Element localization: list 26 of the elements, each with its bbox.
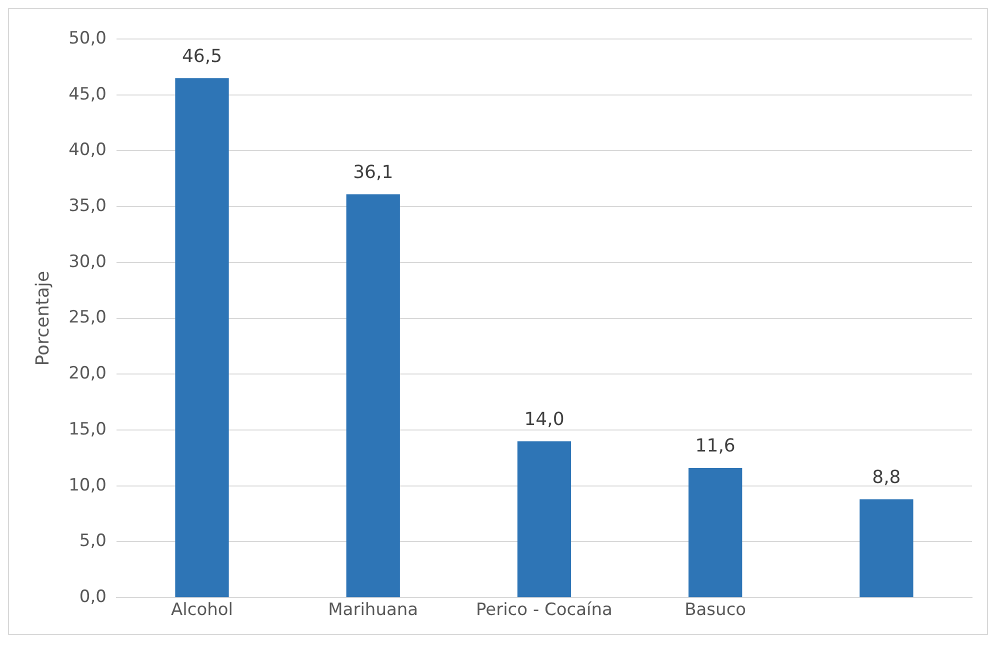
y-tick-label: 25,0 xyxy=(68,308,106,328)
y-tick-label: 50,0 xyxy=(68,28,106,48)
data-label: 36,1 xyxy=(353,162,394,183)
x-tick-label: Perico - Cocaína xyxy=(476,600,612,620)
bar xyxy=(175,78,229,598)
y-tick-label: 15,0 xyxy=(68,419,106,440)
y-tick-label: 40,0 xyxy=(68,140,106,160)
y-tick-label: 10,0 xyxy=(68,475,106,496)
data-label: 8,8 xyxy=(872,466,901,488)
y-tick-label: 45,0 xyxy=(68,84,106,104)
x-tick-label: Alcohol xyxy=(171,600,234,620)
y-axis-title: Porcentaje xyxy=(32,270,54,366)
x-tick-label: Marihuana xyxy=(328,600,418,620)
data-label: 11,6 xyxy=(695,436,736,457)
y-tick-label: 20,0 xyxy=(68,364,106,384)
data-label: 14,0 xyxy=(524,408,564,430)
bar xyxy=(860,499,914,598)
bar xyxy=(688,468,742,598)
data-label: 46,5 xyxy=(182,46,222,67)
y-tick-label: 0,0 xyxy=(79,587,106,608)
y-tick-label: 30,0 xyxy=(68,252,106,272)
bar xyxy=(517,441,572,598)
y-tick-label: 5,0 xyxy=(79,531,106,552)
x-tick-label: Basuco xyxy=(684,600,746,620)
y-tick-label: 35,0 xyxy=(68,196,106,216)
bar xyxy=(346,194,400,598)
